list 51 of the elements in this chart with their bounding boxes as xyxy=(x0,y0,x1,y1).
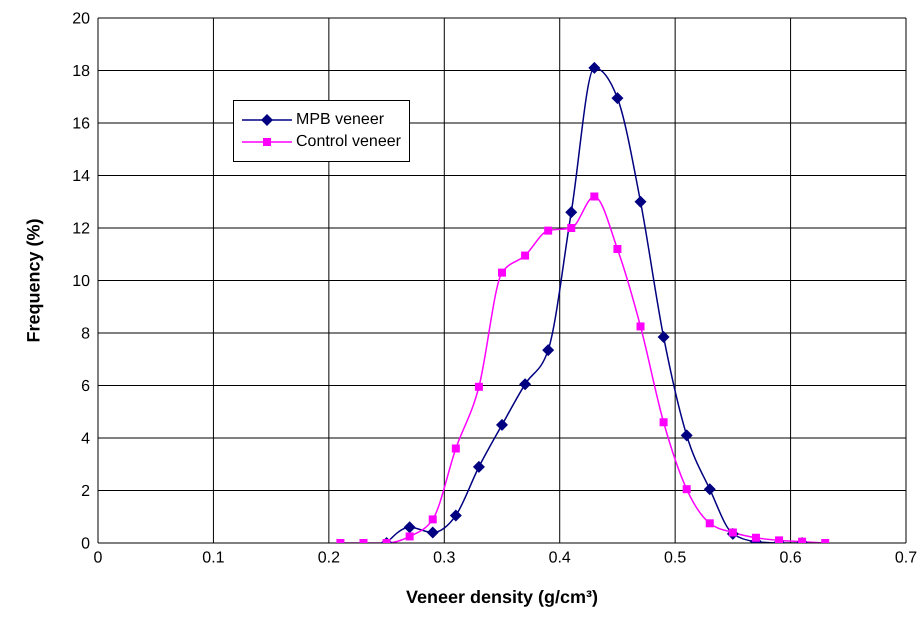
x-tick-label: 0.7 xyxy=(894,549,918,566)
y-tick-label: 20 xyxy=(72,10,90,28)
y-tick-label: 0 xyxy=(81,536,90,553)
point xyxy=(404,521,416,534)
y-axis-title: Frequency (%) xyxy=(23,218,44,343)
point xyxy=(426,526,439,538)
x-tick-label: 0 xyxy=(94,549,103,566)
point xyxy=(498,268,506,277)
y-tick-label: 6 xyxy=(81,378,90,396)
point xyxy=(450,509,462,522)
point xyxy=(565,206,578,218)
y-tick-label: 4 xyxy=(81,430,90,448)
point xyxy=(474,382,483,391)
point xyxy=(452,444,460,452)
point xyxy=(567,224,576,232)
point xyxy=(472,460,485,473)
x-tick-label: 0.5 xyxy=(664,549,686,566)
point xyxy=(636,322,645,330)
point xyxy=(496,418,508,431)
point xyxy=(658,330,670,343)
point xyxy=(682,485,691,494)
point xyxy=(706,519,714,528)
point xyxy=(521,252,530,260)
x-tick-label: 0.2 xyxy=(318,549,340,566)
point xyxy=(680,429,693,442)
point xyxy=(519,378,532,390)
y-tick-label: 16 xyxy=(72,116,90,133)
point xyxy=(542,344,554,356)
point xyxy=(611,92,624,104)
y-tick-label: 10 xyxy=(72,273,90,290)
y-tick-label: 12 xyxy=(72,220,90,238)
y-tick-label: 8 xyxy=(81,326,90,343)
y-tick-label: 14 xyxy=(72,168,90,186)
x-tick-label: 0.6 xyxy=(779,549,802,566)
legend-label: Control veneer xyxy=(296,133,401,151)
point xyxy=(634,196,647,208)
x-tick-label: 0.3 xyxy=(433,549,456,566)
y-tick-label: 2 xyxy=(81,483,90,500)
point xyxy=(590,192,598,200)
x-tick-label: 0.1 xyxy=(202,549,225,566)
point xyxy=(428,515,437,524)
x-axis-title: Veneer density (g/cm³) xyxy=(406,587,598,607)
point xyxy=(406,532,414,540)
point xyxy=(660,418,668,426)
point xyxy=(613,245,622,253)
point xyxy=(544,226,552,235)
y-tick-label: 18 xyxy=(72,63,90,80)
point xyxy=(704,483,716,496)
x-tick-label: 0.4 xyxy=(548,549,571,566)
point xyxy=(588,62,600,74)
legend-label: MPB veneer xyxy=(296,111,384,129)
